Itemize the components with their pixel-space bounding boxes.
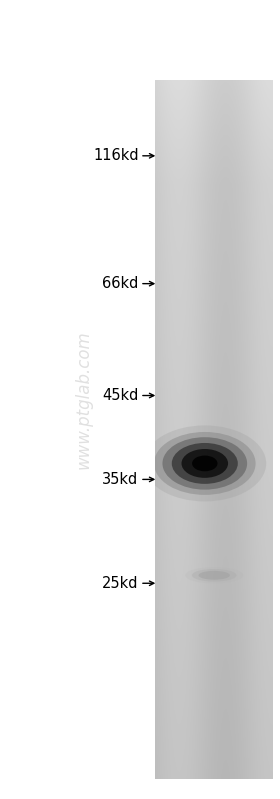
Ellipse shape bbox=[162, 437, 247, 490]
Ellipse shape bbox=[172, 443, 238, 484]
Text: 45kd: 45kd bbox=[102, 388, 139, 403]
Ellipse shape bbox=[143, 425, 266, 502]
Ellipse shape bbox=[154, 432, 256, 495]
Text: 116kd: 116kd bbox=[93, 149, 139, 163]
Ellipse shape bbox=[192, 455, 218, 471]
Ellipse shape bbox=[192, 569, 237, 582]
Ellipse shape bbox=[185, 567, 243, 583]
Ellipse shape bbox=[199, 570, 230, 580]
Text: 35kd: 35kd bbox=[102, 472, 139, 487]
Text: 25kd: 25kd bbox=[102, 576, 139, 590]
Ellipse shape bbox=[181, 449, 228, 478]
Text: www.ptglab.com: www.ptglab.com bbox=[75, 330, 93, 469]
Text: 66kd: 66kd bbox=[102, 276, 139, 291]
